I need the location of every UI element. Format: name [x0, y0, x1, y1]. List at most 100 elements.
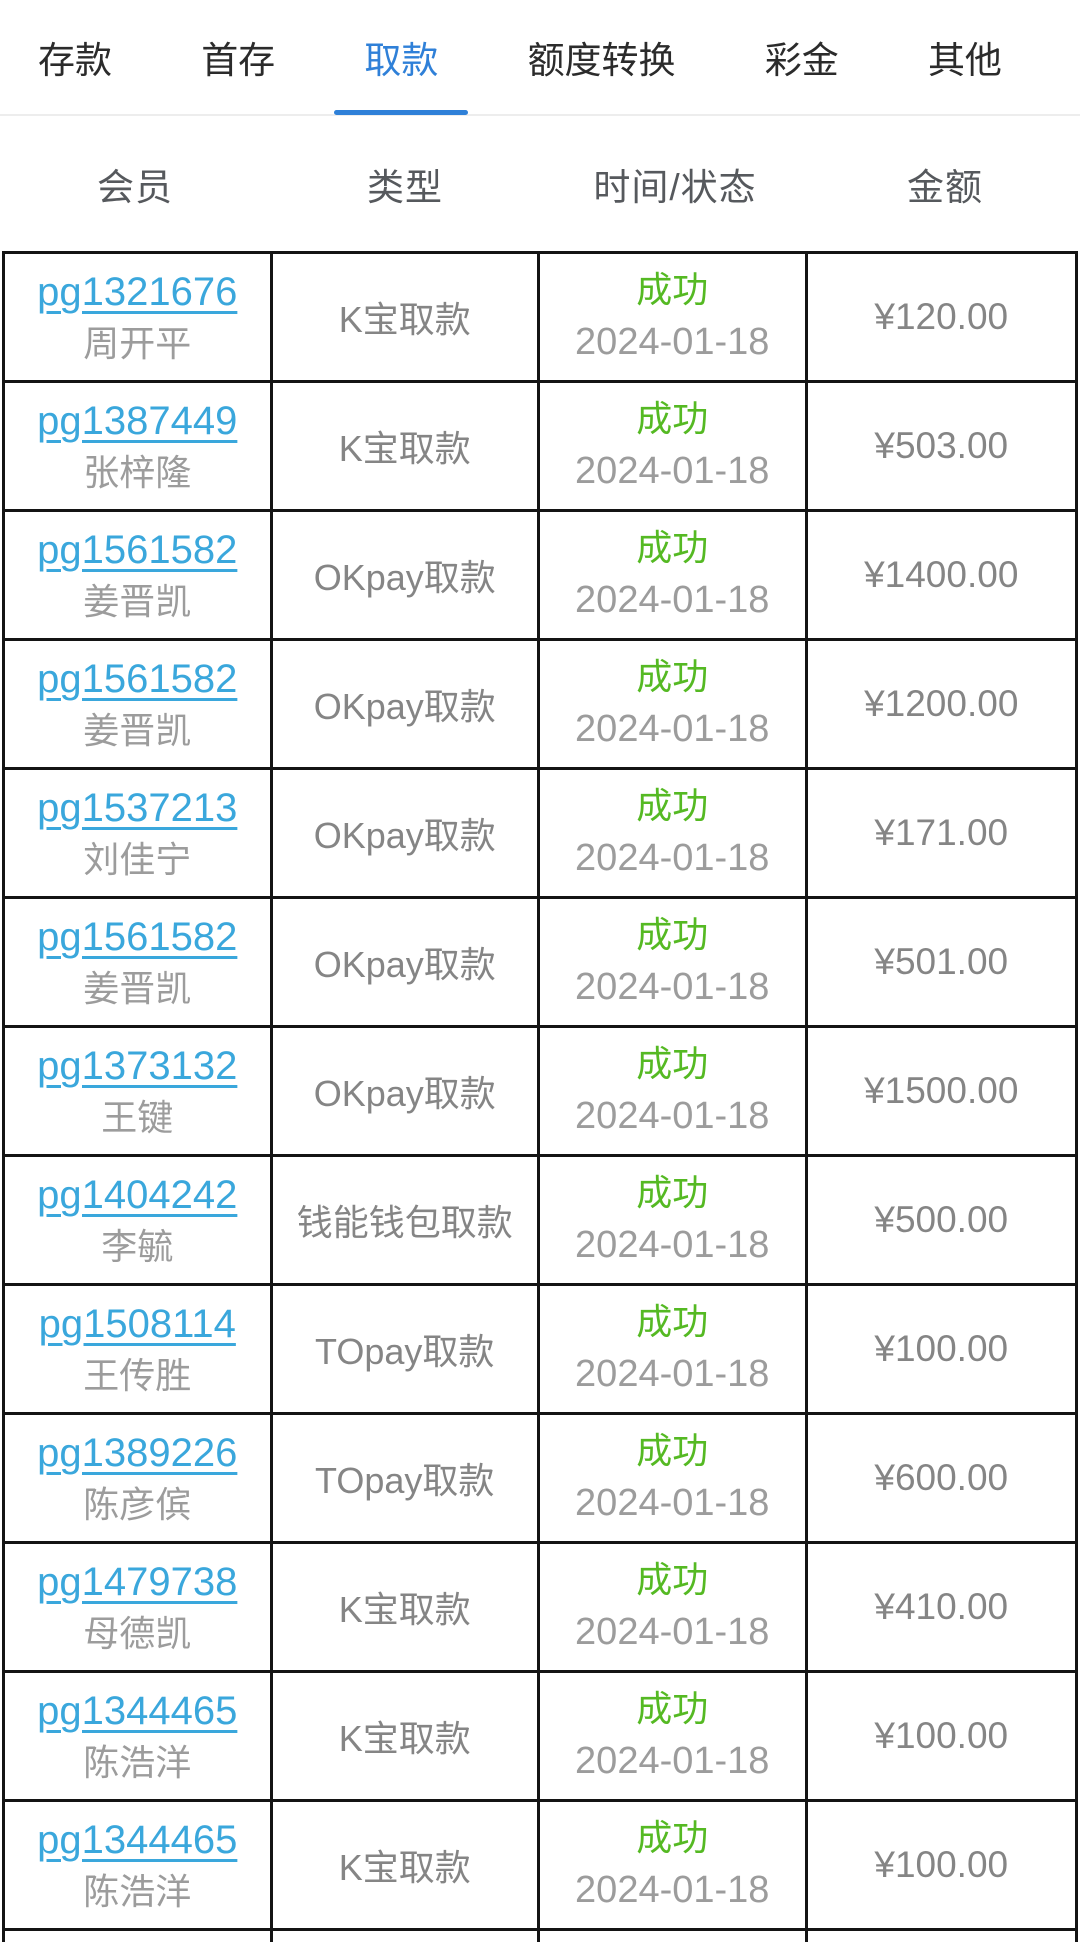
time-status-cell: 成功 2024-01-18 — [540, 1415, 808, 1541]
member-name: 王传胜 — [83, 1355, 192, 1397]
member-id-link[interactable]: pg1344465 — [37, 1689, 238, 1734]
table-row: pg1537213 刘佳宁 OKpay取款 成功 2024-01-18 ¥171… — [5, 770, 1075, 899]
member-name: 张梓隆 — [83, 452, 192, 494]
member-cell: pg1321676 周开平 — [5, 254, 273, 380]
withdrawal-type-cell: K宝取款 — [273, 1673, 540, 1799]
tab-3[interactable]: 取款 — [334, 0, 469, 115]
time-status-cell: 成功 2024-01-18 — [540, 641, 808, 767]
status-badge: 成功 — [636, 398, 709, 440]
category-tabbar: 存款 首存 取款 额度转换 彩金 其他 — [0, 0, 1080, 116]
member-name: 陈浩洋 — [83, 1742, 192, 1784]
amount-cell: ¥171.00 — [874, 812, 1009, 853]
member-cell: pg1508114 王传胜 — [5, 1286, 273, 1412]
member-id-link[interactable]: pg1389226 — [37, 1431, 238, 1476]
table-row: pg1561582 姜晋凯 OKpay取款 成功 2024-01-18 ¥140… — [5, 512, 1075, 641]
member-name: 陈彦傧 — [83, 1484, 192, 1526]
member-name: 姜晋凯 — [83, 710, 192, 752]
withdrawal-type-cell — [273, 1931, 540, 1942]
date-text: 2024-01-18 — [575, 1610, 770, 1653]
tab-6[interactable]: 其他 — [928, 0, 1002, 115]
withdrawal-type-cell: K宝取款 — [273, 1802, 540, 1928]
member-id-link[interactable]: pg1321676 — [37, 270, 238, 315]
tab-label: 其他 — [927, 40, 1002, 81]
tab-label: 彩金 — [764, 40, 839, 81]
member-name: 李毓 — [101, 1226, 174, 1268]
tab-label: 首存 — [201, 40, 276, 81]
table-row: pg1404242 李毓 钱能钱包取款 成功 2024-01-18 ¥500.0… — [5, 1157, 1075, 1286]
amount-cell: ¥500.00 — [874, 1199, 1009, 1240]
table-row: pg1344465 陈浩洋 K宝取款 成功 2024-01-18 ¥100.00 — [5, 1802, 1075, 1931]
status-badge: 成功 — [636, 1559, 709, 1601]
tab-5[interactable]: 彩金 — [765, 0, 839, 115]
withdrawal-type-cell: TOpay取款 — [273, 1286, 540, 1412]
member-id-link[interactable]: pg1344465 — [37, 1818, 238, 1863]
tab-label: 存款 — [38, 40, 112, 81]
date-text: 2024-01-18 — [575, 449, 770, 492]
member-id-link[interactable]: pg1404242 — [37, 1173, 238, 1218]
member-cell — [5, 1931, 273, 1942]
withdrawal-type-cell: K宝取款 — [273, 383, 540, 509]
table-row: pg1387449 张梓隆 K宝取款 成功 2024-01-18 ¥503.00 — [5, 383, 1075, 512]
member-cell: pg1561582 姜晋凯 — [5, 641, 273, 767]
amount-cell: ¥120.00 — [874, 296, 1009, 337]
member-name: 王键 — [101, 1097, 174, 1139]
member-id-link[interactable]: pg1561582 — [37, 915, 238, 960]
table-row — [5, 1931, 1075, 1942]
status-badge: 成功 — [636, 785, 709, 827]
time-status-cell: 成功 2024-01-18 — [540, 1028, 808, 1154]
time-status-cell: 成功 2024-01-18 — [540, 254, 808, 380]
member-id-link[interactable]: pg1561582 — [37, 657, 238, 702]
table-row: pg1373132 王键 OKpay取款 成功 2024-01-18 ¥1500… — [5, 1028, 1075, 1157]
table-row: pg1344465 陈浩洋 K宝取款 成功 2024-01-18 ¥100.00 — [5, 1673, 1075, 1802]
table-row: pg1389226 陈彦傧 TOpay取款 成功 2024-01-18 ¥600… — [5, 1415, 1075, 1544]
member-id-link[interactable]: pg1479738 — [37, 1560, 238, 1605]
table-row: pg1561582 姜晋凯 OKpay取款 成功 2024-01-18 ¥501… — [5, 899, 1075, 1028]
tab-1[interactable]: 存款 — [38, 0, 112, 115]
amount-cell: ¥1500.00 — [864, 1070, 1019, 1111]
table-row: pg1561582 姜晋凯 OKpay取款 成功 2024-01-18 ¥120… — [5, 641, 1075, 770]
date-text: 2024-01-18 — [575, 836, 770, 879]
status-badge: 成功 — [636, 914, 709, 956]
time-status-cell: 成功 2024-01-18 — [540, 1802, 808, 1928]
member-cell: pg1344465 陈浩洋 — [5, 1802, 273, 1928]
member-id-link[interactable]: pg1537213 — [37, 786, 238, 831]
member-id-link[interactable]: pg1387449 — [37, 399, 238, 444]
date-text: 2024-01-18 — [575, 1739, 770, 1782]
withdrawal-type-cell: OKpay取款 — [273, 770, 540, 896]
status-badge: 成功 — [636, 269, 709, 311]
status-badge: 成功 — [636, 1301, 709, 1343]
amount-cell: ¥100.00 — [874, 1328, 1009, 1369]
status-badge: 成功 — [636, 527, 709, 569]
time-status-cell: 成功 2024-01-18 — [540, 383, 808, 509]
member-name: 姜晋凯 — [83, 581, 192, 623]
time-status-cell — [540, 1931, 808, 1942]
member-name: 陈浩洋 — [83, 1871, 192, 1913]
header-time-status: 时间/状态 — [593, 166, 757, 208]
amount-cell: ¥600.00 — [874, 1457, 1009, 1498]
member-cell: pg1561582 姜晋凯 — [5, 512, 273, 638]
member-cell: pg1561582 姜晋凯 — [5, 899, 273, 1025]
header-amount: 金额 — [907, 166, 983, 208]
date-text: 2024-01-18 — [575, 965, 770, 1008]
status-badge: 成功 — [636, 1817, 709, 1859]
time-status-cell: 成功 2024-01-18 — [540, 1286, 808, 1412]
member-id-link[interactable]: pg1508114 — [38, 1302, 236, 1347]
table-header: 会员 类型 时间/状态 金额 — [0, 116, 1080, 251]
date-text: 2024-01-18 — [575, 578, 770, 621]
transactions-table: pg1321676 周开平 K宝取款 成功 2024-01-18 ¥120.00… — [2, 251, 1078, 1942]
member-cell: pg1404242 李毓 — [5, 1157, 273, 1283]
date-text: 2024-01-18 — [575, 1223, 770, 1266]
member-name: 姜晋凯 — [83, 968, 192, 1010]
withdrawal-type-cell: OKpay取款 — [273, 512, 540, 638]
tab-4[interactable]: 额度转换 — [528, 0, 676, 115]
tab-2[interactable]: 首存 — [201, 0, 275, 115]
member-id-link[interactable]: pg1561582 — [37, 528, 238, 573]
table-row: pg1479738 母德凯 K宝取款 成功 2024-01-18 ¥410.00 — [5, 1544, 1075, 1673]
status-badge: 成功 — [636, 1172, 709, 1214]
time-status-cell: 成功 2024-01-18 — [540, 512, 808, 638]
member-id-link[interactable]: pg1373132 — [37, 1044, 238, 1089]
time-status-cell: 成功 2024-01-18 — [540, 1544, 808, 1670]
header-member: 会员 — [97, 166, 173, 208]
amount-cell: ¥100.00 — [874, 1844, 1009, 1885]
